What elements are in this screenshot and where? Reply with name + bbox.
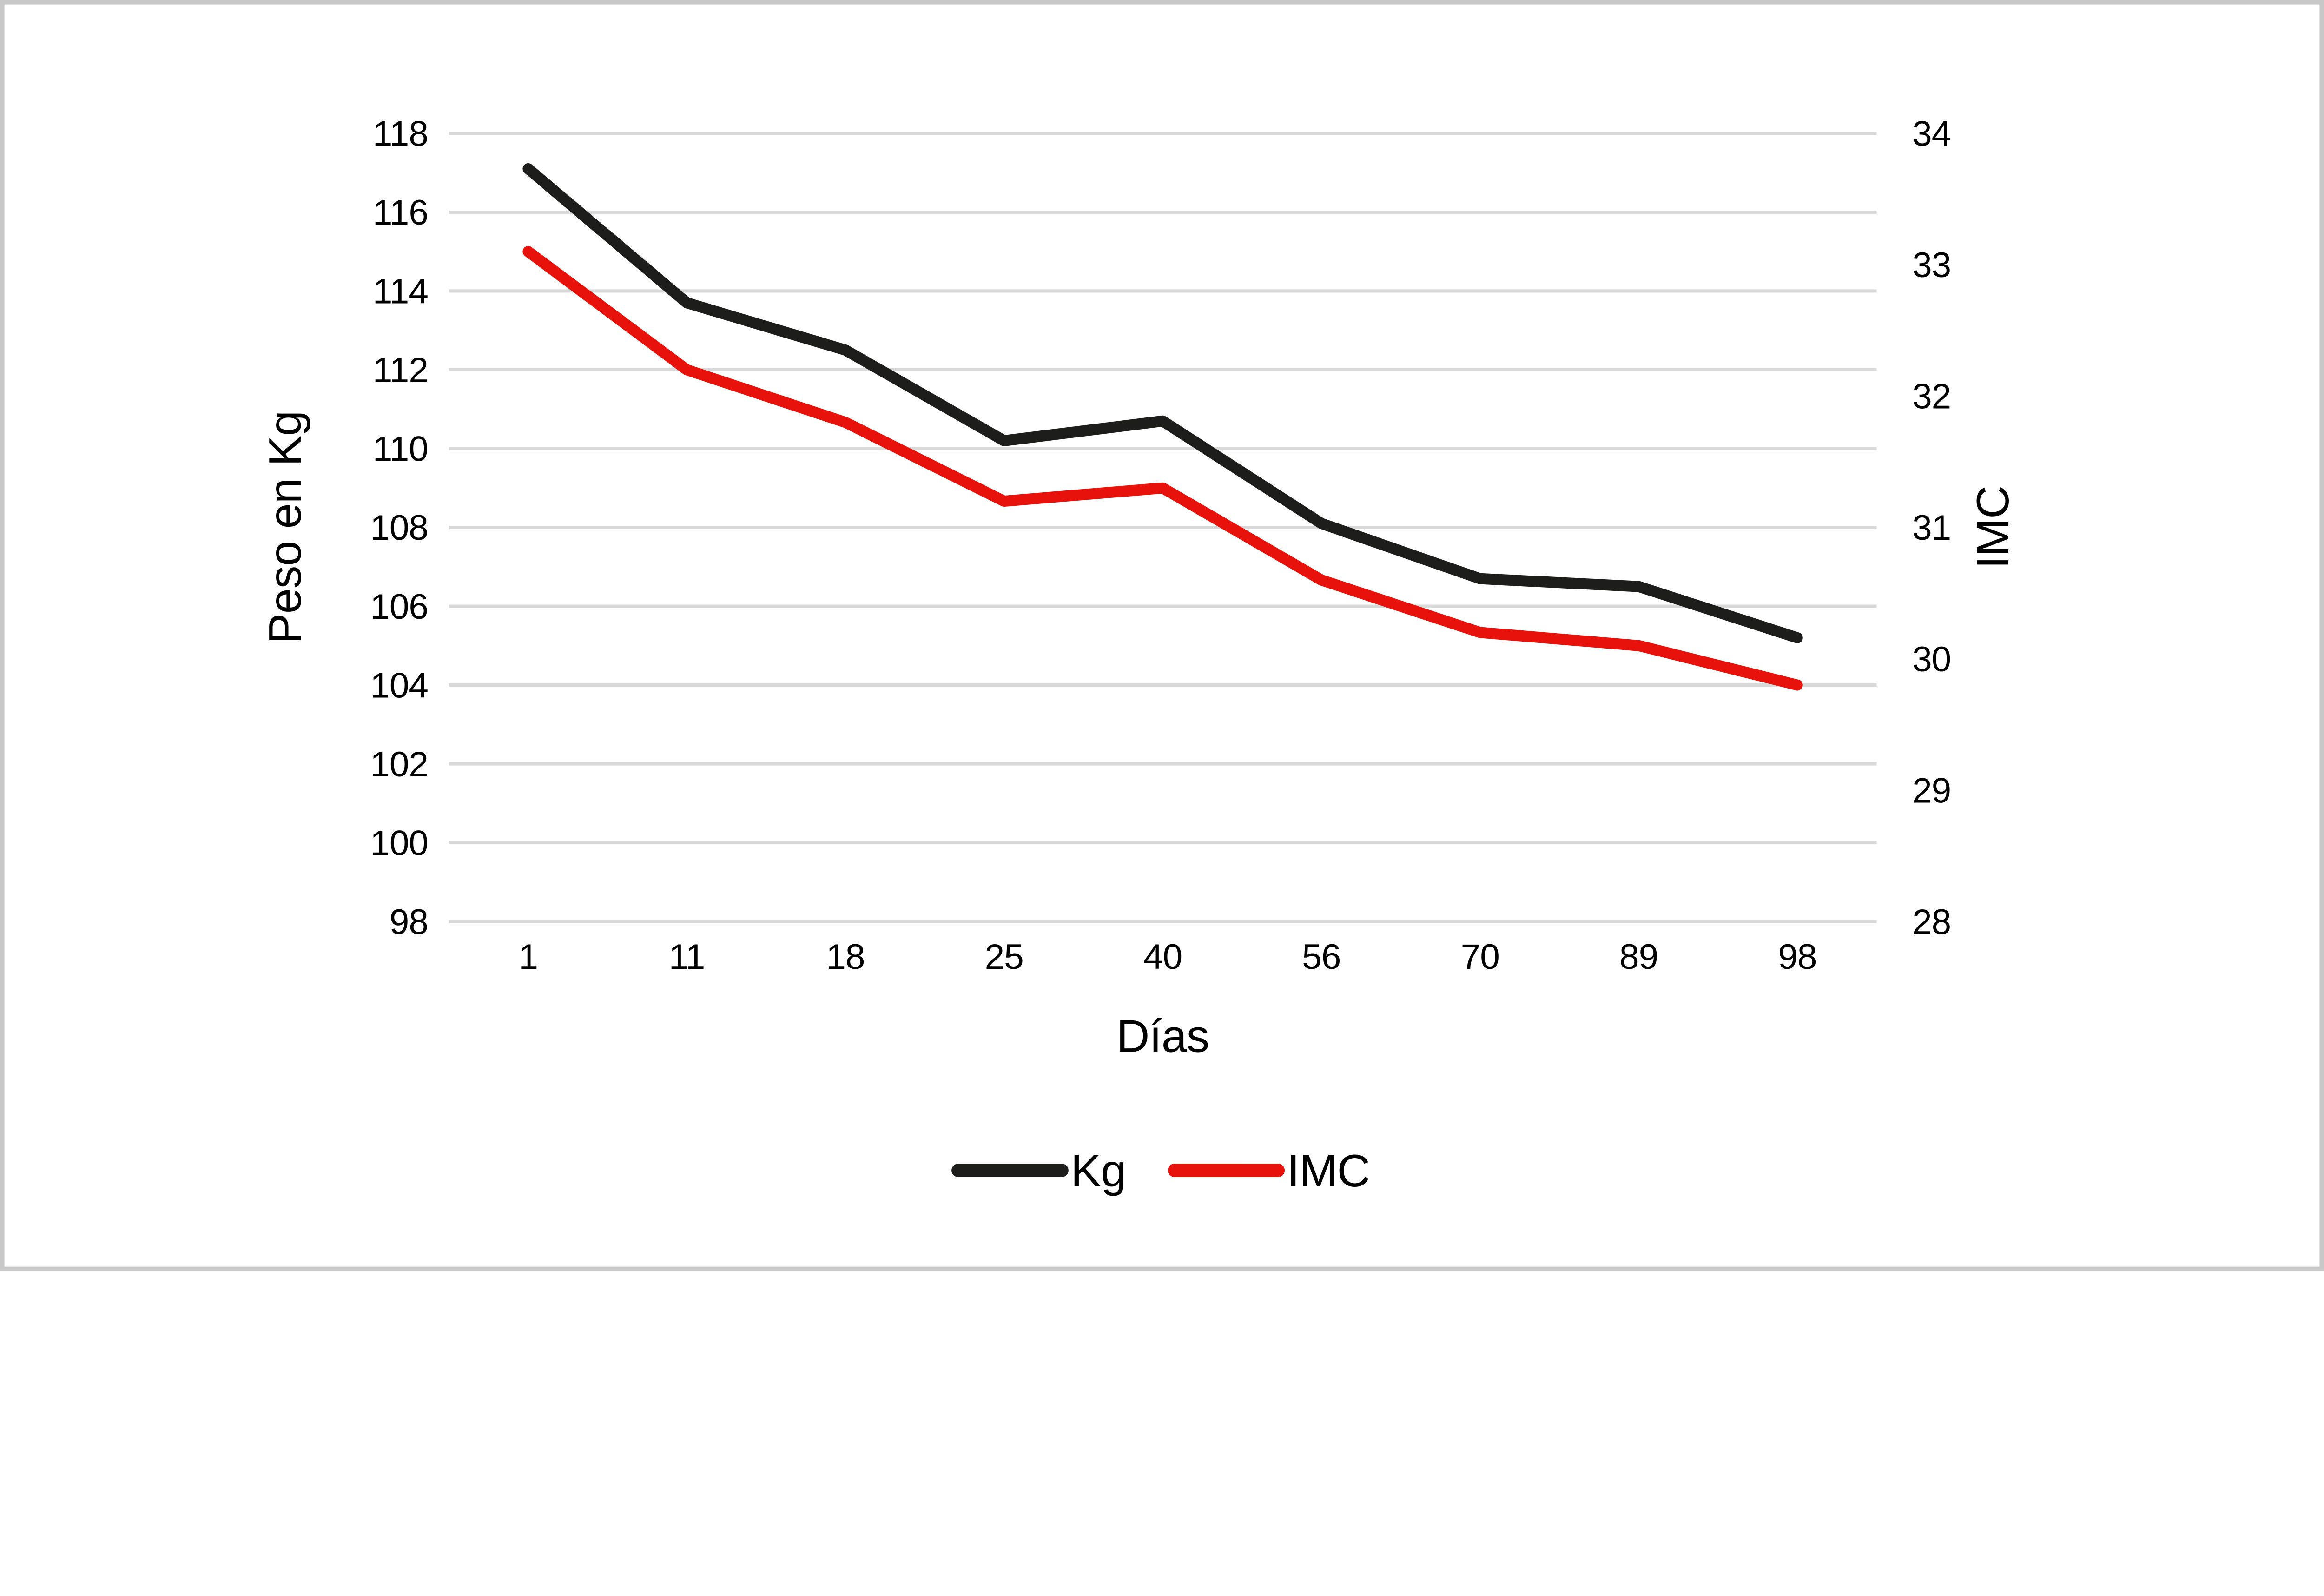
x-axis-tick-label: 56 <box>1302 937 1340 977</box>
left-axis-tick-label: 100 <box>370 823 428 863</box>
x-axis-tick-labels: 1 11 18 25 40 56 70 89 98 <box>518 937 1817 977</box>
legend: Kg IMC <box>951 1145 1370 1196</box>
left-axis-tick-label: 108 <box>370 508 428 548</box>
x-axis-tick-label: 70 <box>1461 937 1499 977</box>
x-axis-tick-label: 89 <box>1619 937 1658 977</box>
legend-label-kg: Kg <box>1071 1145 1126 1196</box>
x-axis-tick-label: 18 <box>826 937 865 977</box>
right-axis-tick-label: 32 <box>1912 377 1951 417</box>
right-axis-tick-label: 29 <box>1912 771 1951 810</box>
x-axis-tick-label: 40 <box>1143 937 1182 977</box>
right-axis-tick-label: 33 <box>1912 245 1951 285</box>
x-axis-tick-label: 98 <box>1778 937 1816 977</box>
series-lines <box>522 163 1803 691</box>
x-axis-tick-label: 25 <box>985 937 1023 977</box>
left-axis-tick-label: 110 <box>373 430 428 469</box>
left-axis-tick-labels: 118 116 114 112 110 108 106 104 102 100 98 <box>370 114 429 942</box>
right-axis-tick-label: 28 <box>1912 902 1951 942</box>
left-axis-tick-label: 116 <box>373 193 428 232</box>
right-axis-tick-label: 34 <box>1912 114 1951 154</box>
x-axis-title: Días <box>1116 1011 1209 1062</box>
right-axis-title: IMC <box>1967 486 2018 569</box>
left-axis-tick-label: 102 <box>370 745 428 784</box>
left-axis-tick-label: 104 <box>370 666 428 705</box>
left-axis-title: Peso en Kg <box>259 411 310 644</box>
right-axis-tick-label: 30 <box>1912 640 1951 679</box>
left-axis-tick-label: 112 <box>373 351 428 390</box>
chart-background <box>0 0 2324 1271</box>
left-axis-tick-label: 114 <box>373 272 428 311</box>
left-axis-tick-label: 118 <box>373 114 428 154</box>
right-axis-tick-label: 31 <box>1912 508 1951 548</box>
series-line-kg <box>522 163 1803 643</box>
left-axis-tick-label: 98 <box>390 902 428 942</box>
left-axis-tick-label: 106 <box>370 587 428 627</box>
chart-border <box>0 0 2324 1272</box>
legend-label-imc: IMC <box>1287 1145 1370 1196</box>
chart-container: 118 116 114 112 110 108 106 104 102 100 98 34 33 32 3… <box>0 0 2324 1272</box>
series-line-imc <box>522 246 1803 691</box>
right-axis-tick-labels: 34 33 32 31 30 29 28 <box>1912 114 1951 942</box>
x-axis-tick-label: 1 <box>518 937 538 977</box>
x-axis-tick-label: 11 <box>669 937 705 977</box>
